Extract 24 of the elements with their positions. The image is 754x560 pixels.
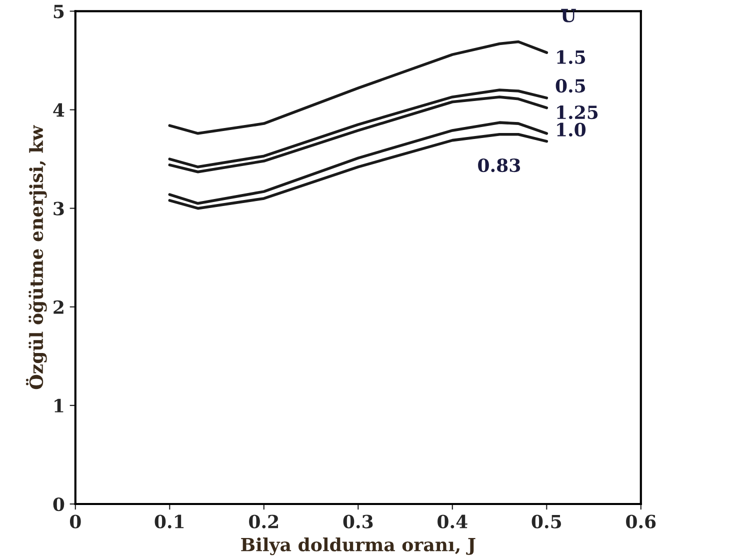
series-label: 1.0 [557,122,586,136]
y-tick-label: 2 [54,300,64,314]
x-tick-label: 0.1 [154,514,184,528]
line-series [168,133,548,210]
y-axis-title: Özgül öğütme enerjisi, kw [26,124,47,390]
x-tick-label: 0 [70,514,81,528]
y-tick-label: 0 [53,497,64,512]
y-tick-label: 4 [53,103,64,117]
series-label: 1.25 [557,106,598,120]
x-axis-title: Bilya doldurma oranı, J [241,537,476,556]
y-tick-label: 1 [54,398,64,412]
y-tick-label: 3 [54,202,64,216]
x-tick-label: 0.4 [438,514,468,528]
line-series [168,40,548,135]
series-label: 0.5 [556,78,586,93]
x-tick-label: 0.6 [626,514,656,528]
series-label: 0.83 [478,158,520,172]
line-series [168,121,548,205]
x-tick-label: 0.2 [249,514,278,528]
y-tick-label: 5 [54,4,64,18]
legend-title: U [561,8,576,22]
x-tick-label: 0.3 [343,514,373,528]
series-label: 1.5 [557,50,586,64]
x-tick-label: 0.5 [532,514,561,528]
